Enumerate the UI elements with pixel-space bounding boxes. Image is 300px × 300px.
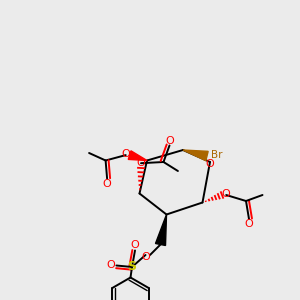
Text: Br: Br: [211, 150, 223, 161]
Text: O: O: [206, 159, 214, 170]
Text: O: O: [222, 189, 231, 199]
Text: O: O: [130, 240, 140, 250]
Polygon shape: [128, 151, 147, 160]
Text: O: O: [244, 219, 253, 229]
Text: S: S: [128, 260, 136, 274]
Text: O: O: [106, 260, 116, 270]
Text: O: O: [121, 149, 130, 159]
Text: O: O: [103, 179, 112, 189]
Text: O: O: [136, 158, 146, 168]
Text: O: O: [165, 136, 174, 146]
Text: O: O: [141, 251, 150, 262]
Polygon shape: [183, 150, 208, 161]
Polygon shape: [155, 214, 167, 245]
